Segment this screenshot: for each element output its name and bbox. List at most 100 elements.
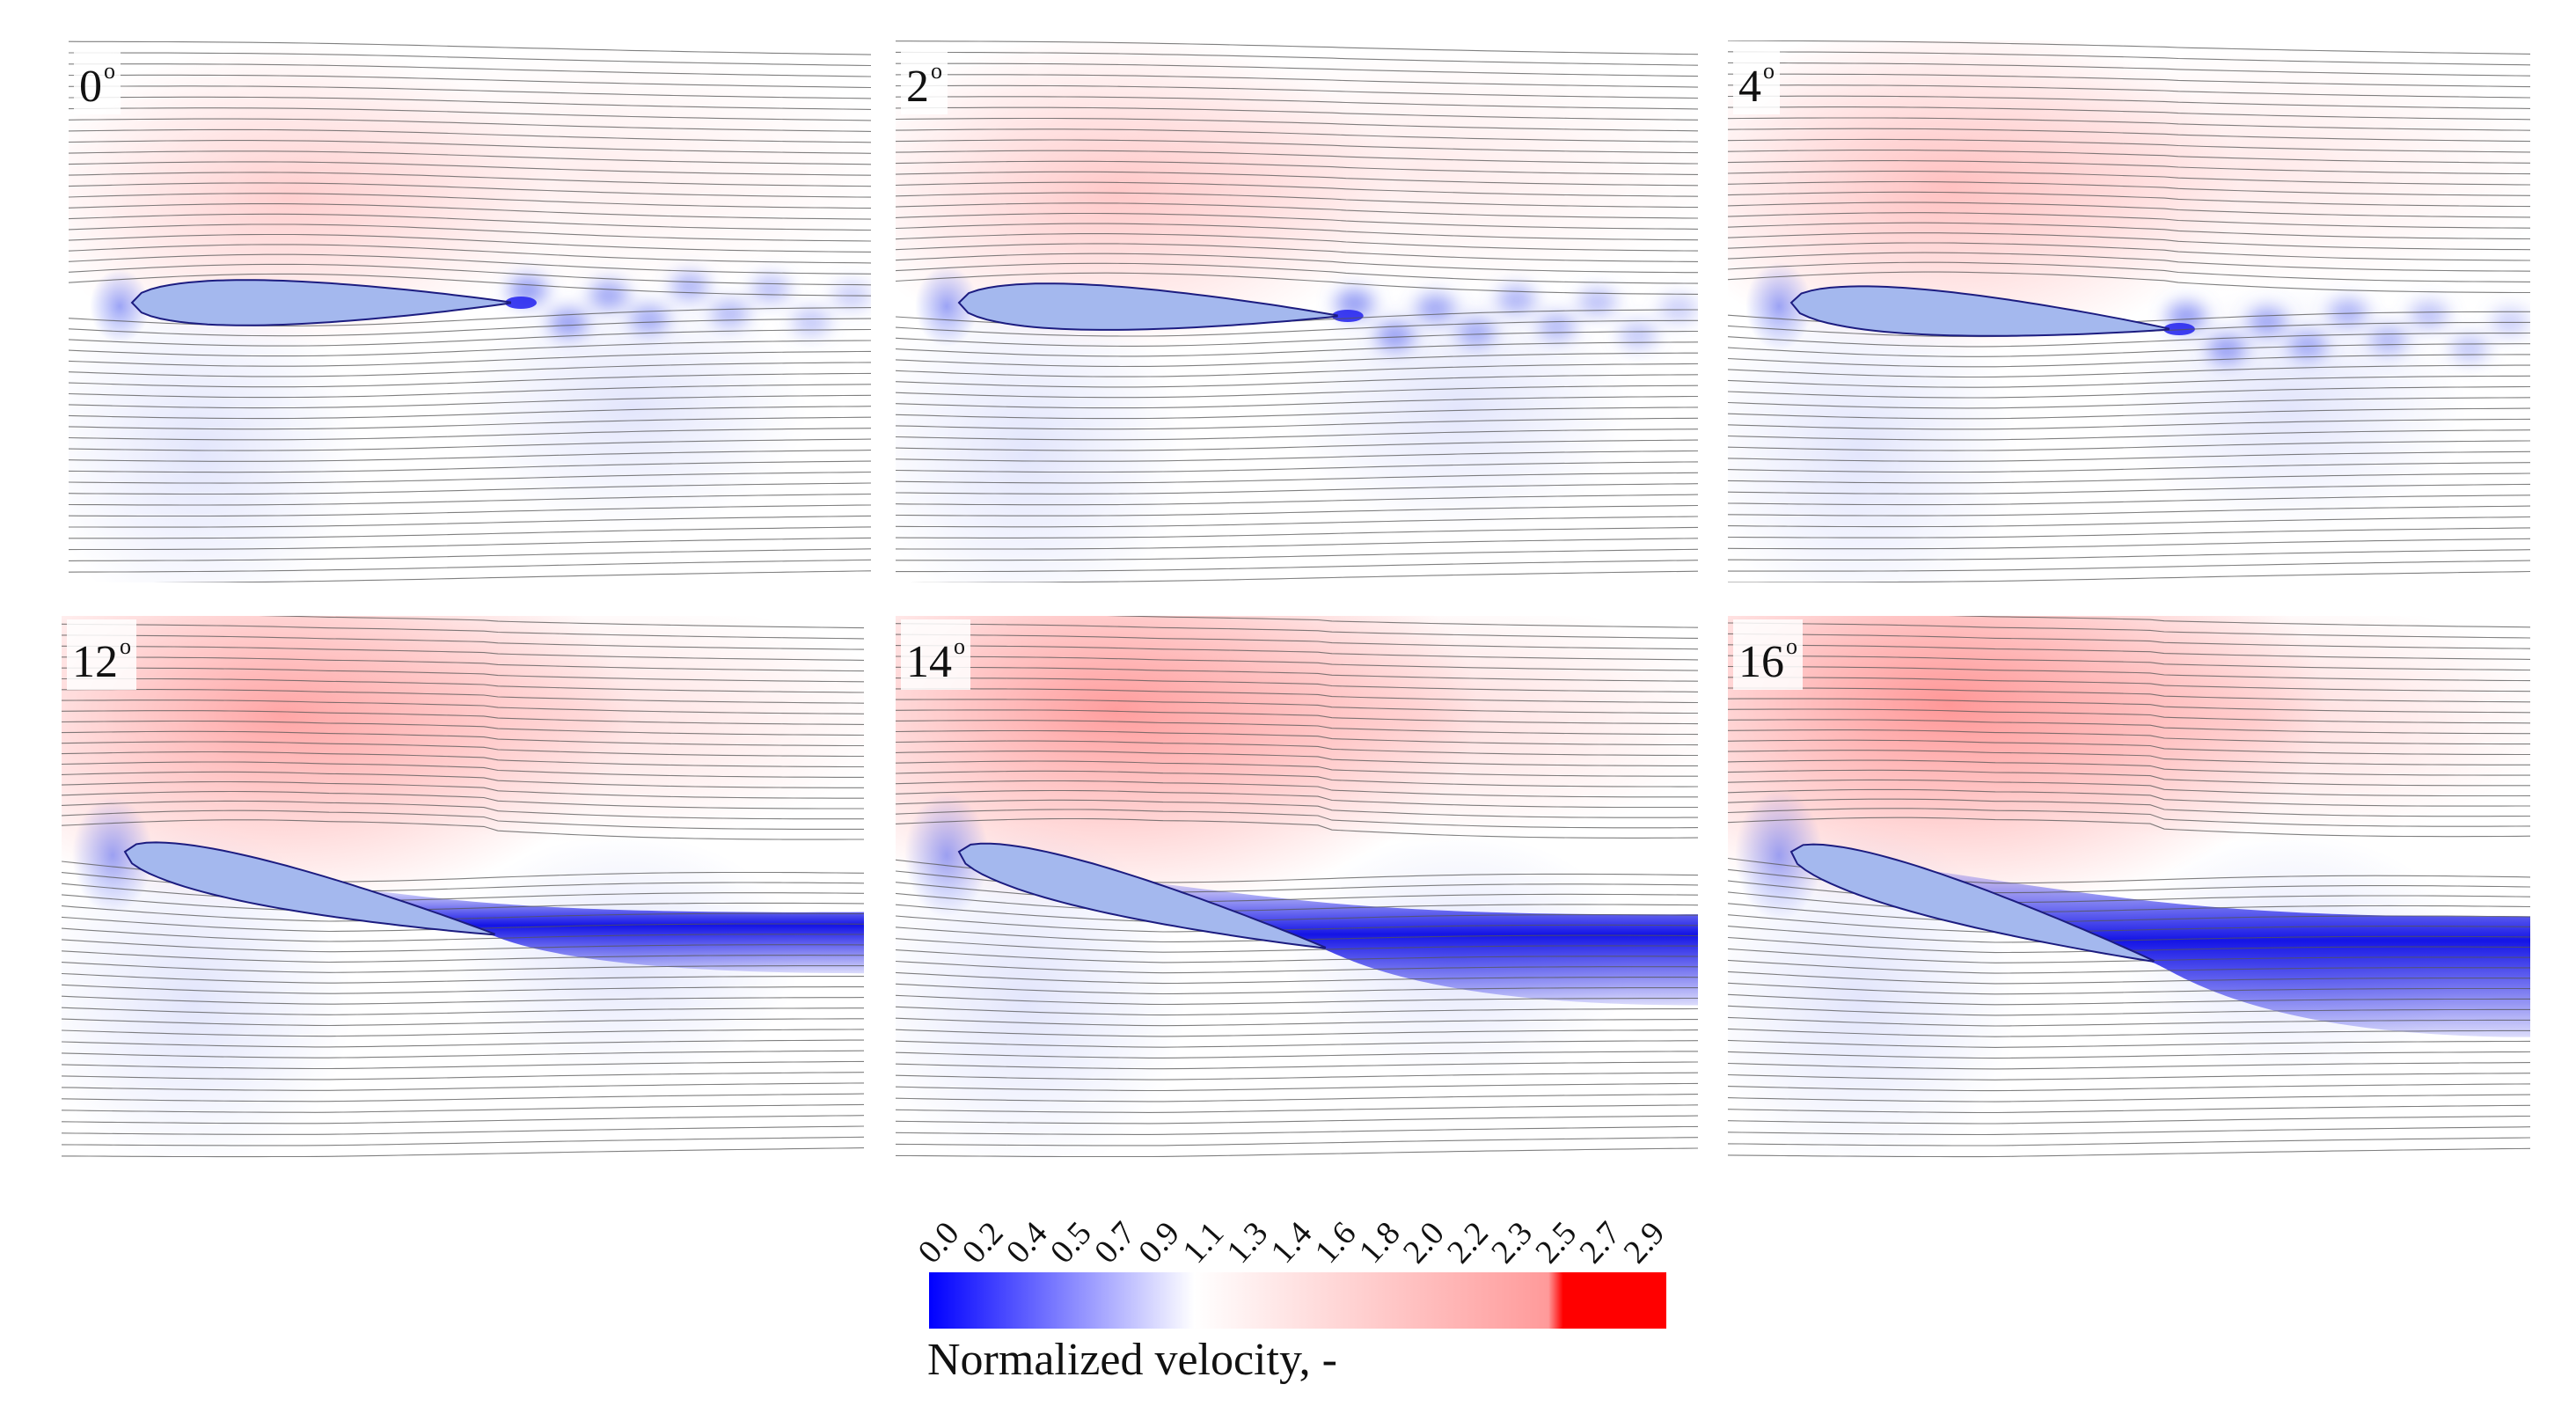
stagnation-region: [915, 266, 978, 347]
streamline: [69, 253, 871, 275]
streamline: [1728, 687, 2530, 703]
streamline: [896, 472, 1698, 484]
streamline: [62, 710, 864, 725]
streamline: [69, 233, 871, 253]
airfoil: [1789, 843, 2155, 963]
streamline: [1728, 719, 2530, 735]
high-velocity-region: [1107, 48, 1698, 294]
streamline: [896, 363, 1698, 377]
streamline: [69, 172, 871, 187]
streamline: [62, 780, 864, 799]
streamline: [896, 262, 1698, 284]
streamline: [896, 971, 1698, 985]
streamline: [62, 1115, 864, 1124]
high-velocity-region: [280, 48, 871, 294]
streamline: [62, 962, 864, 973]
streamline: [896, 1115, 1698, 1124]
streamline: [69, 340, 871, 357]
streamline: [1728, 1094, 2530, 1102]
streamline: [69, 182, 871, 198]
streamline: [1728, 1126, 2530, 1136]
streamline: [896, 223, 1698, 241]
streamline: [1728, 40, 2530, 55]
streamline: [69, 96, 871, 110]
streamline: [1728, 729, 2530, 745]
streamline: [69, 394, 871, 409]
streamline: [62, 1029, 864, 1037]
streamline: [1728, 1016, 2530, 1027]
streamline: [69, 406, 871, 420]
streamline: [69, 52, 871, 67]
streamline: [1728, 739, 2530, 756]
streamline: [1728, 343, 2530, 357]
streamline: [62, 1082, 864, 1091]
streamline: [1728, 385, 2530, 399]
stagnation-region: [1735, 790, 1823, 920]
streamline: [62, 790, 864, 809]
streamline: [62, 761, 864, 778]
streamline: [896, 949, 1698, 963]
streamline: [896, 1061, 1698, 1070]
flow-field: [1728, 616, 2530, 1158]
streamline: [1728, 769, 2530, 787]
streamline: [1728, 407, 2530, 420]
streamline: [1728, 462, 2530, 473]
streamline: [1728, 798, 2530, 817]
angle-label: 14o: [901, 619, 970, 690]
streamline: [62, 645, 864, 661]
streamline: [1728, 171, 2530, 186]
streamline: [1728, 222, 2530, 240]
streamline: [1728, 505, 2530, 516]
streamline: [896, 799, 1698, 818]
streamline: [896, 504, 1698, 516]
streamline: [69, 548, 871, 561]
streamline: [69, 107, 871, 121]
streamline: [896, 770, 1698, 787]
streamline: [1728, 779, 2530, 797]
streamline: [1728, 84, 2530, 99]
streamline: [69, 450, 871, 462]
streamline: [1728, 73, 2530, 88]
streamline: [62, 1018, 864, 1027]
streamline: [62, 819, 864, 840]
streamline: [69, 537, 871, 551]
streamline: [1728, 750, 2530, 765]
streamline: [69, 416, 871, 430]
streamline: [896, 1017, 1698, 1027]
streamline: [896, 1006, 1698, 1016]
streamline: [69, 471, 871, 484]
streamline: [896, 483, 1698, 494]
streamline: [62, 894, 864, 912]
streamline: [256, 616, 864, 629]
streamline: [1728, 150, 2530, 164]
streamline: [1728, 354, 2530, 368]
streamline: [69, 318, 871, 337]
colorbar-gradient: [929, 1272, 1666, 1329]
streamline: [1728, 252, 2530, 272]
streamline: [896, 243, 1698, 262]
panel-aoa-0: 0o: [69, 40, 871, 582]
flow-field: [69, 40, 871, 582]
streamline: [62, 1039, 864, 1048]
streamline: [69, 203, 871, 220]
streamline: [896, 570, 1698, 582]
streamline: [1728, 1005, 2530, 1016]
streamline: [1728, 1147, 2530, 1158]
streamline: [896, 740, 1698, 757]
streamline: [62, 984, 864, 994]
streamline: [1728, 95, 2530, 109]
streamline: [1728, 644, 2530, 660]
streamline: [69, 74, 871, 89]
streamline: [69, 223, 871, 242]
streamline: [896, 1137, 1698, 1146]
streamline: [896, 1072, 1698, 1080]
streamline: [1728, 483, 2530, 494]
streamline: [896, 1051, 1698, 1058]
streamline: [896, 1147, 1698, 1158]
streamline: [1728, 271, 2530, 294]
streamline: [896, 417, 1698, 430]
streamline: [1728, 633, 2530, 649]
streamline: [1728, 138, 2530, 153]
streamline: [896, 450, 1698, 462]
streamline: [1728, 1083, 2530, 1092]
